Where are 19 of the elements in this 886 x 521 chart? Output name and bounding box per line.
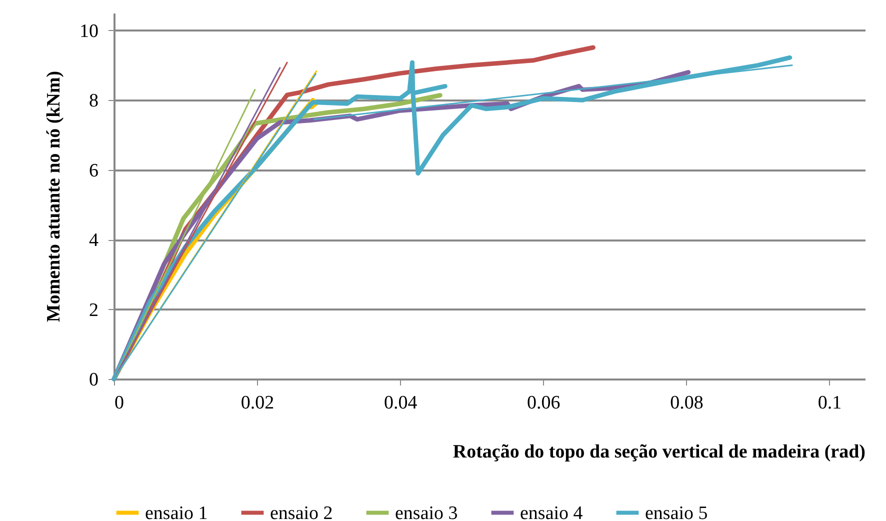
y-tick-label: 10 <box>80 20 98 42</box>
x-axis-title: Rotação do topo da seção vertical de madeira (rad) <box>452 442 866 462</box>
x-tick-label: 0.04 <box>384 392 418 414</box>
legend-label: ensaio 5 <box>645 502 708 521</box>
y-tick-label: 4 <box>89 230 99 252</box>
y-tick-label: 0 <box>89 370 98 390</box>
legend-label: ensaio 2 <box>270 502 333 521</box>
x-tick-label: 0.08 <box>670 392 704 414</box>
y-tick-label: 2 <box>89 300 98 321</box>
legend-label: ensaio 3 <box>395 502 458 521</box>
legend-label: ensaio 1 <box>145 502 208 521</box>
x-tick-label: 0.06 <box>527 392 560 414</box>
legend-label: ensaio 4 <box>520 502 584 521</box>
y-tick-label: 6 <box>89 160 98 182</box>
y-tick-label: 8 <box>89 90 98 112</box>
x-tick-label: 0.1 <box>818 392 842 414</box>
y-axis-title: Momento atuante no nó (kNm) <box>44 70 64 322</box>
x-tick-label: 0 <box>114 392 124 414</box>
x-tick-label: 0.02 <box>240 392 274 414</box>
